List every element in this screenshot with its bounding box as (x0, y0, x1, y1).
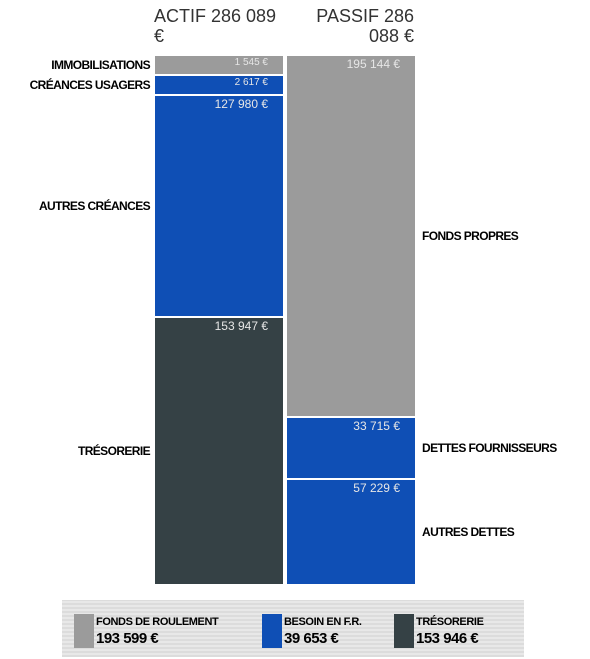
segment-label: AUTRES DETTES (422, 524, 515, 539)
value-label: 2 617 € (234, 77, 268, 88)
column-header: ACTIF 286 089 € (154, 6, 277, 46)
segment-label: DETTES FOURNISSEURS (422, 440, 557, 455)
legend: FONDS DE ROULEMENT 193 599 € BESOIN EN F.R… (62, 600, 524, 657)
segment (154, 95, 284, 318)
segment-label: CRÉANCES USAGERS (29, 78, 151, 92)
legend-value: 193 599 € (96, 630, 159, 647)
legend-name: FONDS DE ROULEMENT (96, 616, 219, 628)
value-label: 1 545 € (234, 57, 268, 68)
segment-label: AUTRES CRÉANCES (38, 199, 151, 214)
legend-value: 153 946 € (416, 630, 479, 647)
segment (286, 416, 416, 479)
segment (154, 55, 284, 75)
segment-label: TRÉSORERIE (77, 444, 151, 459)
value-label: 153 947 € (214, 319, 268, 334)
legend-swatch (394, 614, 414, 648)
segment (286, 478, 416, 585)
segment-label: IMMOBILISATIONS (51, 58, 150, 72)
legend-swatch (262, 614, 282, 648)
segment-label: FONDS PROPRES (422, 228, 519, 243)
legend-name: BESOIN EN F.R. (284, 616, 362, 628)
legend-name: TRÉSORERIE (416, 616, 484, 628)
value-label: 195 144 € (346, 57, 400, 71)
column-header: PASSIF 286 088 € (316, 6, 414, 46)
legend-swatch (74, 614, 94, 648)
value-label: 33 715 € (353, 418, 400, 433)
legend-value: 39 653 € (284, 630, 339, 647)
value-label: 127 980 € (214, 97, 268, 111)
value-label: 57 229 € (353, 480, 400, 495)
segment (154, 75, 284, 95)
segment (286, 55, 416, 417)
segment (154, 317, 284, 585)
